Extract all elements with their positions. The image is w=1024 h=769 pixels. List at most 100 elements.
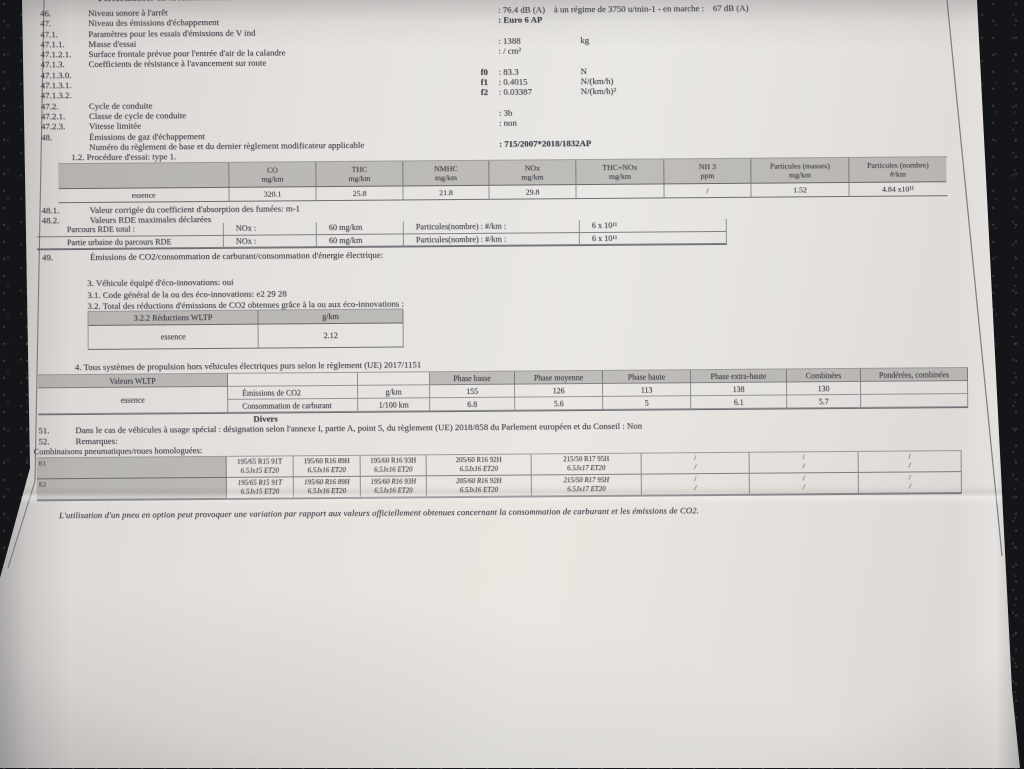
table-cell: 320.1 [229, 187, 317, 201]
slash-mark: / [802, 463, 805, 471]
item-value: : 0.4015 [498, 76, 528, 87]
item-value [498, 56, 580, 67]
item-value: : 0.03387 [498, 86, 533, 98]
table-cell: 2.12 [258, 323, 404, 348]
item-number: 47.2.1. [40, 111, 66, 122]
header-line: Particules (masses) [769, 161, 830, 171]
column-header: Pondérées, combinées [860, 368, 969, 382]
tyre-cell: 195/65 R15 91T 6.5Jx15 ET20 [226, 477, 294, 499]
item-number: 47.1.1. [40, 39, 65, 50]
exhaust-emissions-table: CO mg/km THC mg/km NMHC mg/km NOx mg/km THC+… [58, 156, 948, 204]
divers-rows: 51. Dans le cas de véhicules à usage spé… [3, 418, 1003, 447]
column-header: THC mg/km [316, 161, 404, 188]
tyre-size: 195/65 R15 91T [237, 457, 283, 466]
table-cell: NOx : [223, 222, 317, 236]
tyre-size: 215/50 R17 95H [563, 455, 610, 463]
coefficient-name [480, 46, 498, 56]
rim-size: 6.5Jx16 ET20 [374, 466, 413, 474]
tyre-row-code: E1 [38, 460, 46, 468]
table-cell: 155 [430, 384, 516, 399]
coefficient-name [480, 5, 498, 15]
column-header: Combinées [786, 368, 862, 383]
tyre-cell: 195/60 R16 89H 6.5Jx16 ET20 [293, 476, 361, 499]
column-header: NOx mg/km [489, 160, 577, 186]
item-number: 48. [41, 131, 53, 142]
header-unit: mg/km [434, 173, 457, 183]
column-header [227, 372, 359, 387]
item-value [499, 97, 581, 108]
tyre-size: 205/60 R16 92H [455, 477, 502, 485]
item-value [499, 128, 581, 139]
slash-mark: / [802, 484, 805, 492]
coefficient-name [480, 25, 498, 35]
table-cell: Particules(nombre) : #/km : [403, 232, 580, 247]
item-number: 51. [38, 425, 50, 436]
wltp-intro: 4. Tous systèmes de propulsion hors véhi… [74, 359, 422, 373]
rde-table: Parcours RDE total : NOx : 60 mg/km Part… [36, 218, 727, 251]
column-header: THC+NOx mg/km [576, 159, 665, 186]
header-line: NMHC [434, 164, 458, 174]
table-cell: 113 [603, 383, 692, 397]
item-number: 47.1.3.1. [40, 80, 72, 91]
rim-size: 6.5Jx16 ET20 [307, 487, 347, 496]
item-number: 47.1.3.0. [40, 69, 72, 81]
item-number: 47.2.3. [40, 121, 66, 132]
table-cell: Consommation de carburant [228, 398, 359, 413]
header-unit: mg/km [261, 174, 284, 184]
tyre-option-note: L'utilisation d'un pneu en option peut p… [59, 505, 699, 521]
item-value: : 3b [498, 107, 513, 118]
table-cell: 6 x 10¹¹ [579, 218, 727, 233]
header-line: Particules (nombre) [866, 160, 929, 170]
rim-size: 6.5Jx17 ET20 [567, 485, 606, 494]
column-header: g/km [258, 309, 404, 325]
eco-line-2: 3.1. Code général de la ou des éco-innov… [87, 287, 287, 300]
rim-size: 6.5Jx15 ET20 [240, 488, 280, 496]
table-cell [861, 381, 969, 395]
coefficient-name: f2 [480, 87, 489, 98]
coefficient-name [481, 97, 499, 107]
item-number: 47.1.2.1. [40, 49, 72, 60]
coefficient-name: f1 [480, 76, 489, 87]
column-header: Phase basse [429, 371, 516, 386]
tyre-cell: 205/60 R16 92H 6.5Jx16 ET20 [426, 475, 532, 498]
table-cell: NOx : [223, 234, 317, 248]
column-header: NH 3 ppm [664, 158, 752, 185]
slash-mark: / [694, 485, 697, 493]
coefficient-name [481, 128, 499, 138]
tyre-size: 205/60 R16 92H [455, 456, 502, 464]
item-number: 47.2. [40, 100, 59, 111]
table-cell: 138 [691, 382, 788, 397]
table-cell: 1.52 [751, 182, 850, 197]
table-cell: / [664, 183, 752, 198]
tyre-row-code: E2 [38, 481, 47, 489]
table-cell [861, 394, 969, 408]
coefficient-name [480, 56, 498, 66]
item-number: 47. [40, 18, 52, 29]
tyre-size: 195/60 R16 89H [303, 478, 350, 486]
table-cell: 6.1 [691, 395, 788, 410]
column-header: Phase haute [602, 370, 692, 384]
header-line: CO [266, 165, 278, 175]
item-value: : non [498, 117, 517, 128]
tyre-cell-empty: / / [858, 451, 962, 473]
item-number: 47.1.3.2. [40, 90, 72, 101]
section-title-clipped: Performances environnementales [98, 0, 232, 3]
table-cell: 126 [515, 383, 604, 398]
item-value [498, 25, 580, 36]
header-unit: mg/km [788, 170, 811, 180]
slash-mark: / [908, 483, 911, 491]
column-header: Phase extra-haute [690, 369, 788, 384]
tyre-size: 195/60 R16 93H [370, 456, 417, 465]
column-header [58, 162, 230, 190]
table-cell: 25.8 [316, 186, 404, 201]
row-label: Partie urbaine du parcours RDE [36, 235, 224, 250]
header-line: THC [351, 164, 368, 174]
table-cell: 6.8 [430, 397, 516, 412]
tyre-cell: 195/60 R16 93H 6.5Jx16 ET20 [360, 455, 427, 477]
table-cell: 130 [787, 381, 862, 396]
column-header: NMHC mg/km [403, 160, 490, 187]
slash-mark: / [694, 475, 697, 483]
